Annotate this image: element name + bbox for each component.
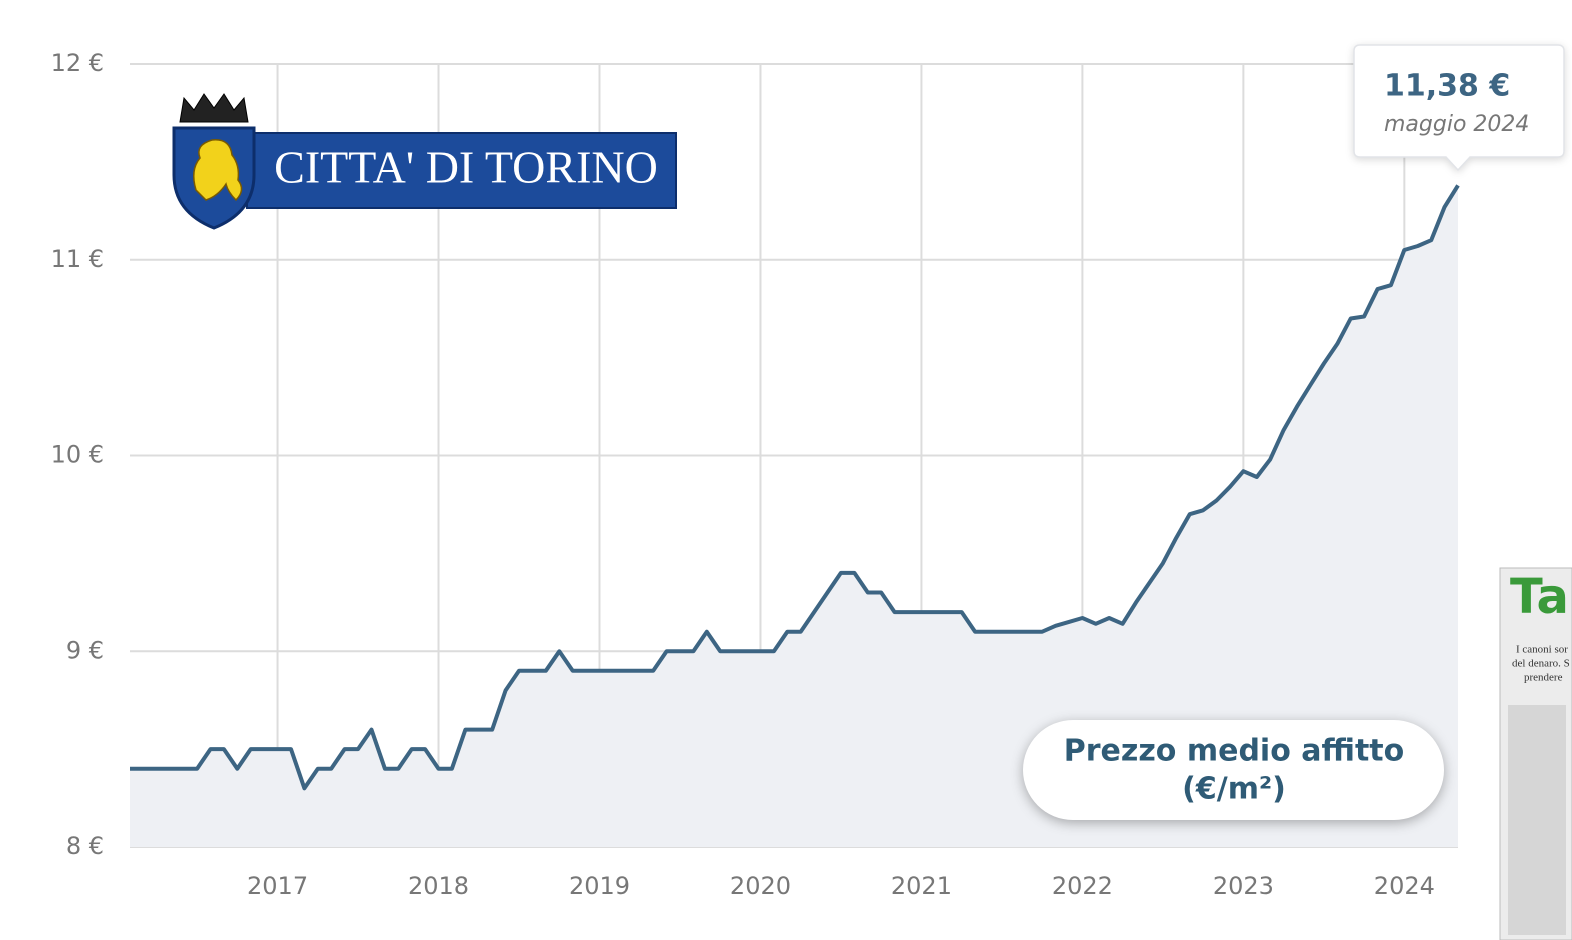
logo-banner xyxy=(246,132,677,209)
tooltip: 11,38 € maggio 2024 xyxy=(1353,44,1565,172)
labels: 8 € 9 € 10 € 11 € 12 € 2017 2018 2019 2020 2021 20… xyxy=(51,49,1435,900)
annotation-line: Prezzo medio affitto xyxy=(1064,734,1405,769)
tooltip-value: 11,38 € xyxy=(1384,69,1510,104)
logo-crown xyxy=(179,93,249,123)
annotation-pill xyxy=(1023,720,1444,820)
x-tick-label: 2023 xyxy=(1213,872,1274,900)
y-tick-label: 10 € xyxy=(51,441,104,469)
y-tick-label: 8 € xyxy=(66,832,104,860)
x-tick-label: 2019 xyxy=(569,872,630,900)
plot xyxy=(130,184,1460,847)
logo: CITTA' DI TORINO xyxy=(172,93,677,230)
x-tick-label: 2018 xyxy=(408,872,469,900)
clipping: Ta I canoni sor del denaro. S prendere xyxy=(1499,567,1572,940)
annotation-line: (€/m²) xyxy=(1182,772,1286,807)
area xyxy=(130,185,1458,847)
logo-bull xyxy=(193,139,243,202)
x-tick-label: 2020 xyxy=(730,872,791,900)
x-tick-label: 2024 xyxy=(1374,872,1435,900)
y-tick-label: 9 € xyxy=(66,636,104,664)
tooltip-date: maggio 2024 xyxy=(1384,112,1529,137)
clipping-text: del denaro. S xyxy=(1512,658,1570,670)
y-tick-label: 12 € xyxy=(51,49,104,77)
y-tick-label: 11 € xyxy=(51,245,104,273)
logo-text: CITTA' DI TORINO xyxy=(274,142,658,193)
x-tick-label: 2021 xyxy=(891,872,952,900)
x-tick-label: 2017 xyxy=(247,872,308,900)
tooltip-box xyxy=(1353,44,1565,172)
x-tick-label: 2022 xyxy=(1052,872,1113,900)
clipping-text: I canoni sor xyxy=(1516,644,1568,656)
annotation: Prezzo medio affitto (€/m²) xyxy=(1023,720,1444,820)
clipping-text: prendere xyxy=(1524,672,1563,684)
clipping-body xyxy=(1508,705,1566,935)
clipping-title: Ta xyxy=(1510,569,1569,625)
line xyxy=(130,184,1460,791)
